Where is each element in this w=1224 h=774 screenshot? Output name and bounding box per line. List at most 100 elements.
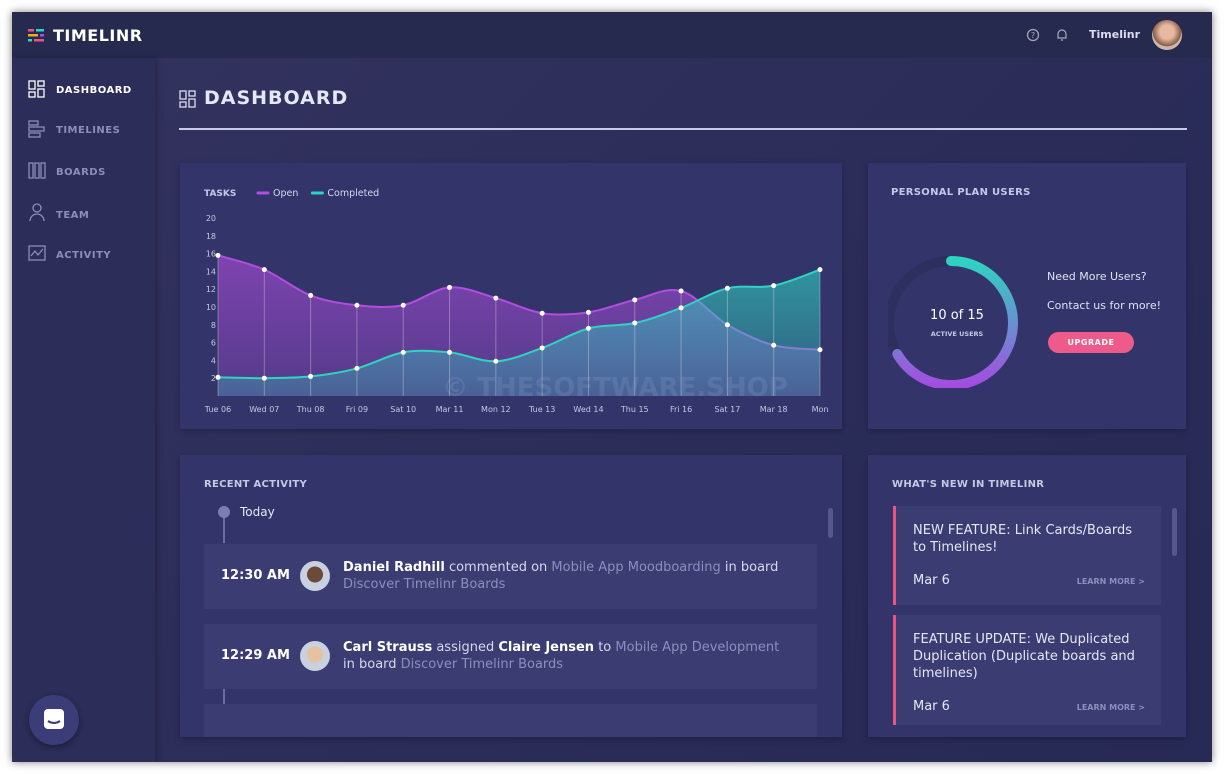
- avatar: [300, 641, 330, 671]
- activity-item: 12:30 AM Daniel Radhill commented on Mobi…: [204, 544, 817, 609]
- point: [771, 342, 777, 348]
- point: [678, 288, 684, 294]
- x-tick-label: Mon: [812, 405, 829, 414]
- point: [771, 283, 777, 289]
- point: [539, 345, 545, 351]
- user-avatar[interactable]: [1152, 20, 1182, 50]
- y-tick-label: 4: [211, 356, 216, 365]
- logo-icon: [28, 29, 44, 42]
- point: [354, 302, 360, 308]
- x-tick-label: Fri 16: [670, 405, 692, 414]
- activity-bold: Carl Strauss: [343, 640, 433, 655]
- learn-more[interactable]: LEARN MORE >: [1076, 703, 1145, 712]
- contact: Contact us for more!: [1047, 299, 1162, 312]
- x-tick-label: Mar 11: [436, 405, 464, 414]
- point: [585, 325, 591, 331]
- news-title: NEW FEATURE: Link Cards/Boards to Timeli…: [913, 523, 1133, 555]
- chart-title: TASKS: [204, 189, 236, 199]
- prompt: Need More Users?: [1047, 270, 1147, 283]
- point: [215, 252, 221, 258]
- day-label: Today: [240, 505, 275, 519]
- y-tick-label: 16: [206, 250, 216, 259]
- page-title: DASHBOARD: [204, 87, 349, 109]
- point: [632, 320, 638, 326]
- point: [400, 302, 406, 308]
- y-tick-label: 14: [206, 267, 216, 276]
- svg-text:?: ?: [1031, 31, 1035, 40]
- point: [400, 349, 406, 355]
- activity-plain: to: [598, 640, 612, 655]
- point: [724, 322, 730, 328]
- tasks-card: TASKS Open Completed 2 4 6 8 10 12 14 16 18 20 Tue 06…: [180, 163, 842, 429]
- point: [817, 347, 823, 353]
- nav-item[interactable]: DASHBOARD: [56, 85, 132, 96]
- news-date: Mar 6: [913, 573, 950, 588]
- card-title: PERSONAL PLAN USERS: [891, 187, 1031, 198]
- y-tick-label: 10: [206, 303, 216, 312]
- plan-card: PERSONAL PLAN USERS 10 of 15 ACTIVE USERS…: [868, 163, 1186, 429]
- x-tick-label: Fri 09: [346, 405, 368, 414]
- activity-link: Mobile App Moodboarding: [551, 560, 721, 575]
- nav-item[interactable]: ACTIVITY: [56, 250, 112, 261]
- donut-arc: [892, 256, 1018, 388]
- y-tick-label: 12: [206, 285, 216, 294]
- nav-item[interactable]: TEAM: [56, 210, 90, 221]
- x-tick-label: Sat 10: [390, 405, 416, 414]
- y-tick-label: 8: [211, 321, 216, 330]
- activity-item: 12:29 AM Carl Strauss assigned Claire Jen…: [204, 624, 817, 689]
- card-title: RECENT ACTIVITY: [204, 479, 308, 490]
- activity-card: RECENT ACTIVITY Today 12:30 AM Daniel Rad…: [180, 455, 842, 737]
- x-tick-label: Thu 15: [620, 405, 649, 414]
- dashboard-icon: [179, 90, 196, 108]
- activity-link: Discover Timelinr Boards: [343, 577, 506, 592]
- point: [308, 292, 314, 298]
- nav-item[interactable]: TIMELINES: [56, 125, 121, 136]
- news-date: Mar 6: [913, 699, 950, 714]
- point: [261, 267, 267, 273]
- title-rule: [179, 128, 1187, 130]
- activity-text: Carl Strauss assigned Claire Jensen to M…: [343, 639, 783, 673]
- bell-icon[interactable]: [1055, 28, 1069, 42]
- legend-label: Completed: [327, 188, 379, 199]
- line: [217, 268, 821, 380]
- point: [632, 297, 638, 303]
- activity-link: Discover Timelinr Boards: [400, 657, 564, 672]
- x-tick-label: Wed 14: [573, 405, 603, 414]
- tasks-chart: TASKS Open Completed 2 4 6 8 10 12 14 16 18 20 Tue 06…: [204, 188, 829, 414]
- app-frame: TIMELINR ? Timelinr DASHBOARD TIMELINES BO…: [12, 12, 1212, 762]
- donut: 10 of 15 ACTIVE USERS: [888, 256, 1018, 388]
- donut-caption: ACTIVE USERS: [931, 330, 984, 338]
- top-bar: TIMELINR ? Timelinr: [12, 12, 1212, 58]
- y-tick-label: 2: [211, 374, 216, 383]
- help-icon[interactable]: ?: [1026, 28, 1040, 42]
- area: [218, 269, 820, 396]
- news-item: FEATURE UPDATE: We Duplicated Duplicatio…: [893, 615, 1161, 725]
- scrollbar[interactable]: [828, 508, 833, 538]
- y-tick-label: 18: [206, 232, 216, 241]
- point: [493, 358, 499, 364]
- activity-link: Mobile App Development: [615, 640, 780, 655]
- scrollbar[interactable]: [1172, 508, 1177, 556]
- activity-time: 12:30 AM: [221, 568, 290, 583]
- x-tick-label: Mar 18: [760, 405, 788, 414]
- nav-item[interactable]: BOARDS: [56, 167, 106, 178]
- upgrade-button[interactable]: UPGRADE: [1048, 332, 1134, 353]
- point: [724, 285, 730, 291]
- activity-item: [204, 704, 817, 737]
- activity-plain: in board: [343, 657, 397, 672]
- point: [817, 267, 823, 273]
- activity-bold: Claire Jensen: [498, 640, 595, 655]
- chat-button[interactable]: [29, 695, 79, 745]
- point: [447, 284, 453, 290]
- news-card: WHAT'S NEW IN TIMELINR NEW FEATURE: Link…: [868, 455, 1186, 737]
- y-tick-label: 6: [211, 339, 216, 348]
- brand: TIMELINR: [53, 26, 143, 45]
- donut-value: 10 of 15: [930, 308, 984, 323]
- timeline-line: [223, 513, 225, 543]
- point: [493, 295, 499, 301]
- point: [678, 305, 684, 311]
- user-name[interactable]: Timelinr: [1089, 28, 1140, 41]
- avatar: [300, 561, 330, 591]
- learn-more[interactable]: LEARN MORE >: [1076, 577, 1145, 586]
